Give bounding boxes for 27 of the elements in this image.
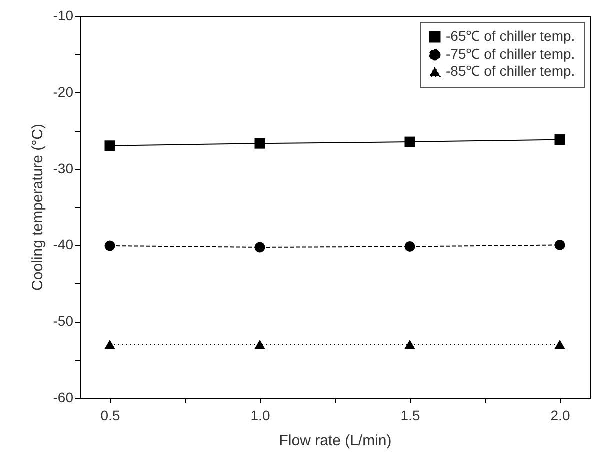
y-tick-label: -50 [53, 313, 74, 330]
point [554, 134, 566, 146]
y-tick-label: -20 [53, 84, 74, 100]
legend-label: -65℃ of chiller temp. [446, 28, 576, 44]
y-tick-label: -30 [53, 160, 74, 176]
y-axis-title: Cooling temperature (°C) [29, 124, 46, 291]
y-tick-label: -40 [53, 236, 74, 253]
point [104, 340, 116, 350]
point [554, 340, 566, 350]
point [254, 242, 266, 253]
point [104, 140, 116, 152]
legend-label: -75℃ of chiller temp. [446, 46, 576, 62]
y-tick-label: -60 [53, 390, 74, 406]
x-tick-label: 1.5 [400, 408, 420, 424]
x-tick-label: 2.0 [550, 408, 570, 424]
x-tick-label: 0.5 [100, 408, 120, 424]
y-tick-label: -10 [53, 8, 74, 24]
point [404, 136, 416, 148]
point [404, 340, 416, 350]
legend-label: -85℃ of chiller temp. [446, 63, 576, 79]
point [404, 241, 416, 252]
point [104, 240, 116, 252]
x-axis-title: Flow rate (L/min) [279, 432, 392, 450]
point [554, 240, 566, 250]
point [254, 340, 266, 350]
point [254, 138, 266, 149]
x-tick-label: 1.0 [250, 408, 270, 424]
